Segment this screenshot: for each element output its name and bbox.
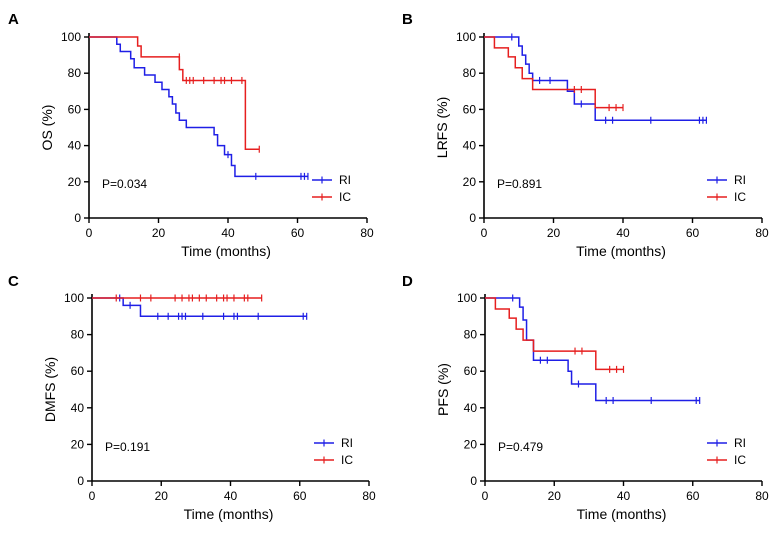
legend-label-ri: RI: [734, 173, 746, 187]
y-axis-title: PFS (%): [435, 363, 451, 416]
x-tick-label: 0: [481, 226, 488, 240]
x-tick-label: 60: [291, 226, 305, 240]
y-tick-label: 0: [469, 211, 476, 225]
y-tick-label: 20: [463, 175, 477, 189]
panel-letter: D: [402, 273, 413, 290]
x-tick-label: 80: [360, 226, 374, 240]
legend-label-ri: RI: [341, 436, 353, 450]
legend-label-ic: IC: [734, 190, 746, 204]
p-value: P=0.191: [105, 440, 150, 454]
y-tick-label: 0: [77, 474, 84, 488]
y-tick-label: 100: [457, 291, 477, 305]
y-tick-label: 20: [464, 437, 478, 451]
x-tick-label: 20: [548, 489, 562, 503]
x-tick-label: 60: [686, 489, 700, 503]
x-axis-title: Time (months): [576, 243, 666, 259]
km-curve-ic: [485, 297, 624, 371]
x-tick-label: 0: [89, 489, 96, 503]
panel-b: B 0 20 40 60 80 100 0 20 40 60 80 Time (months) LRFS …: [402, 11, 769, 259]
p-value: P=0.479: [498, 440, 543, 454]
km-curve-ri: [484, 36, 707, 122]
x-tick-label: 80: [362, 489, 376, 503]
legend-label-ic: IC: [339, 190, 351, 204]
y-tick-label: 20: [71, 437, 85, 451]
y-tick-label: 40: [463, 139, 477, 153]
x-axis-title: Time (months): [181, 243, 271, 259]
km-curve-ic: [484, 36, 623, 109]
x-tick-label: 40: [221, 226, 235, 240]
panel-d: D 0 20 40 60 80 100 0 20 40 60 80 Time (months) PFS (…: [402, 273, 769, 522]
x-axis-title: Time (months): [184, 506, 274, 522]
y-tick-label: 20: [68, 175, 82, 189]
panel-c: C 0 20 40 60 80 100 0 20 40 60 80 Time (months) DMFS …: [8, 273, 376, 522]
p-value: P=0.034: [102, 177, 147, 191]
y-tick-label: 0: [470, 474, 477, 488]
legend-label-ri: RI: [339, 173, 351, 187]
y-tick-label: 60: [71, 364, 85, 378]
y-tick-label: 100: [64, 291, 84, 305]
y-tick-label: 80: [68, 66, 82, 80]
y-tick-label: 60: [464, 364, 478, 378]
x-tick-label: 40: [617, 489, 631, 503]
y-tick-label: 100: [61, 30, 81, 44]
panel-a: A 0 20 40 60 80 100 0 20 40 60 80 Time (months) OS (%…: [8, 11, 374, 259]
legend-label-ic: IC: [341, 453, 353, 467]
y-tick-label: 100: [456, 30, 476, 44]
x-tick-label: 20: [155, 489, 169, 503]
x-tick-label: 60: [686, 226, 700, 240]
x-tick-label: 80: [755, 226, 769, 240]
x-tick-label: 40: [224, 489, 238, 503]
panel-letter: B: [402, 11, 413, 28]
y-tick-label: 60: [463, 102, 477, 116]
legend-label-ic: IC: [734, 453, 746, 467]
y-tick-label: 80: [71, 328, 85, 342]
y-tick-label: 80: [463, 66, 477, 80]
x-tick-label: 80: [755, 489, 769, 503]
panel-letter: C: [8, 273, 19, 290]
x-tick-label: 20: [547, 226, 561, 240]
y-axis-title: OS (%): [39, 105, 55, 151]
p-value: P=0.891: [497, 177, 542, 191]
y-axis-title: DMFS (%): [42, 357, 58, 422]
y-tick-label: 40: [464, 401, 478, 415]
y-tick-label: 40: [71, 401, 85, 415]
x-tick-label: 60: [293, 489, 307, 503]
y-tick-label: 60: [68, 102, 82, 116]
x-tick-label: 20: [152, 226, 166, 240]
legend-label-ri: RI: [734, 436, 746, 450]
y-tick-label: 40: [68, 139, 82, 153]
y-axis-title: LRFS (%): [434, 97, 450, 158]
km-curve-ri: [89, 36, 308, 178]
y-tick-label: 0: [74, 211, 81, 225]
panel-letter: A: [8, 11, 19, 28]
km-curve-ri: [485, 297, 700, 402]
y-tick-label: 80: [464, 328, 478, 342]
x-tick-label: 0: [86, 226, 93, 240]
km-curve-ic: [89, 36, 260, 150]
x-tick-label: 0: [482, 489, 489, 503]
x-axis-title: Time (months): [577, 506, 667, 522]
x-tick-label: 40: [616, 226, 630, 240]
